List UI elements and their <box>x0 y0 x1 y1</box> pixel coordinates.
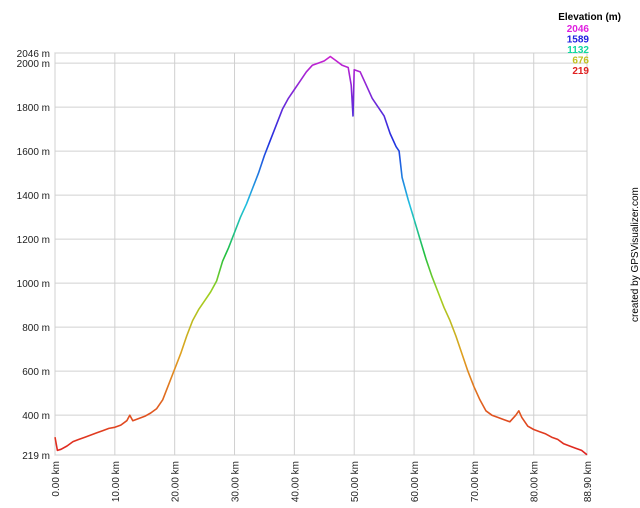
x-tick-label: 88.90 km <box>583 461 594 502</box>
legend-entry: 219 <box>572 66 589 77</box>
y-tick-label: 1600 m <box>17 147 50 158</box>
x-tick-label: 40.00 km <box>290 461 301 502</box>
y-axis: 219 m 400 m 600 m 800 m 1000 m 1200 m 1400 m 16… <box>17 49 50 462</box>
legend-entry: 676 <box>572 56 589 67</box>
legend-entry: 1132 <box>567 45 589 56</box>
legend-entry: 2046 <box>567 24 590 35</box>
plot-frame <box>54 52 588 456</box>
y-tick-label: 2000 m <box>17 59 50 70</box>
x-tick-label: 60.00 km <box>410 461 421 502</box>
credit-text: created by GPSVisualizer.com <box>630 187 640 322</box>
x-tick-label: 80.00 km <box>530 461 541 502</box>
x-tick-label: 10.00 km <box>111 461 122 502</box>
y-tick-label: 1000 m <box>17 279 50 290</box>
x-tick-label: 70.00 km <box>470 461 481 502</box>
y-tick-label: 219 m <box>22 451 50 462</box>
legend-title: Elevation (m) <box>558 12 621 23</box>
x-tick-label: 0.00 km <box>51 461 62 497</box>
y-tick-label: 600 m <box>22 367 50 378</box>
grid <box>54 52 588 456</box>
legend-entry: 1589 <box>567 35 590 46</box>
x-tick-label: 50.00 km <box>350 461 361 502</box>
x-tick-label: 20.00 km <box>171 461 182 502</box>
x-tick-label: 30.00 km <box>231 461 242 502</box>
y-tick-label: 2046 m <box>17 49 50 60</box>
y-tick-label: 400 m <box>22 411 50 422</box>
y-tick-label: 1400 m <box>17 191 50 202</box>
elevation-line <box>54 55 588 456</box>
y-tick-label: 1200 m <box>17 235 50 246</box>
y-tick-label: 1800 m <box>17 103 50 114</box>
y-tick-label: 800 m <box>22 323 50 334</box>
x-axis: 0.00 km 10.00 km 20.00 km 30.00 km 40.00 km 5… <box>51 461 594 502</box>
